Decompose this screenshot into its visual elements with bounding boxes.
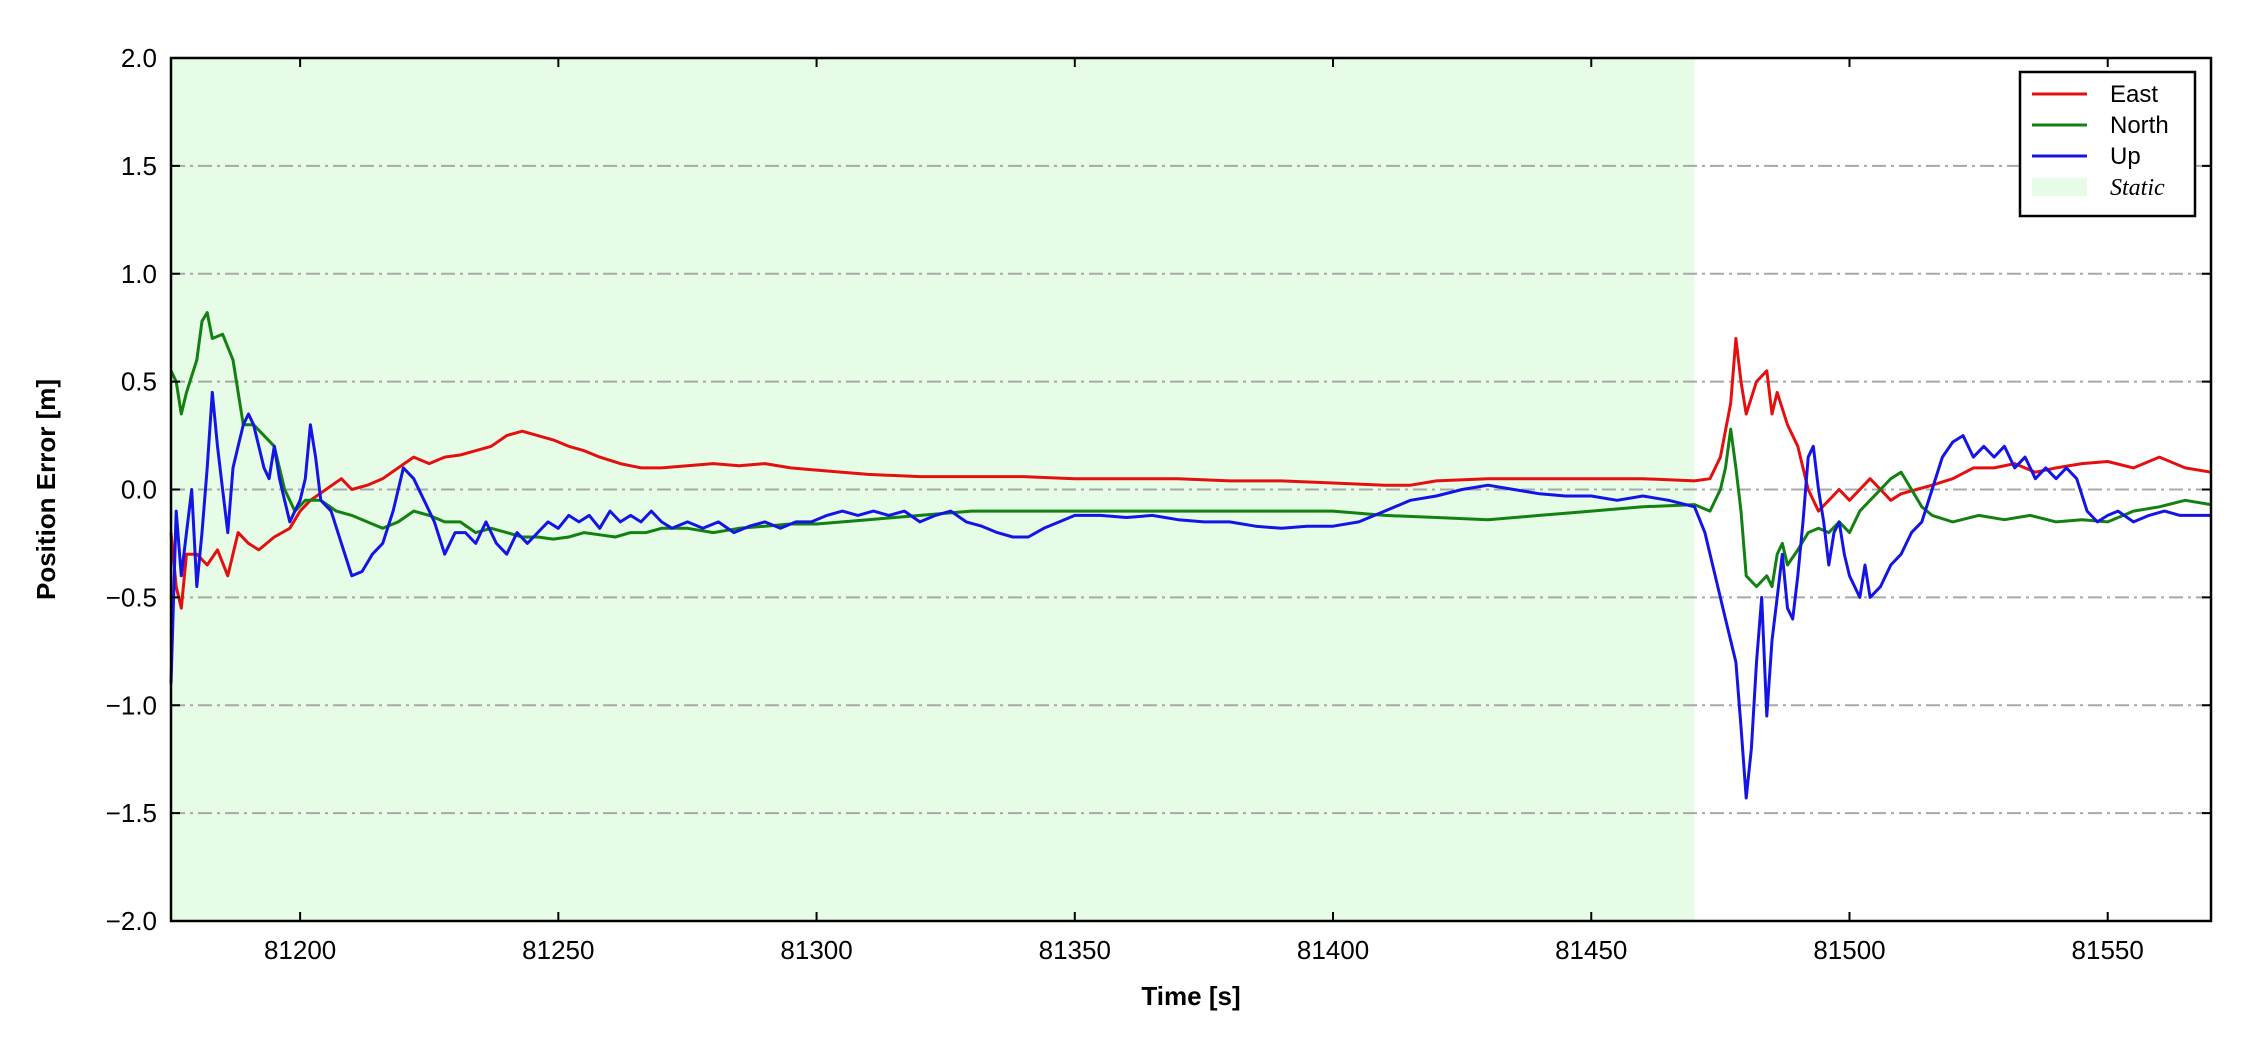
series-line-north (169, 311, 2212, 589)
series-lines (169, 311, 2212, 800)
legend-swatch-static (2032, 178, 2087, 196)
y-tick-label: 1.0 (121, 259, 157, 289)
y-axis-ticks: 2.0 1.5 1.0 0.5 0.0 −0.5 −1.0 −1.5 −2.0 (106, 43, 2211, 936)
y-tick-label: 2.0 (121, 43, 157, 73)
x-tick-label: 81300 (780, 935, 852, 965)
x-axis-title: Time [s] (1141, 981, 1240, 1011)
y-tick-label: −1.5 (106, 798, 157, 828)
x-tick-label: 81350 (1039, 935, 1111, 965)
series-line-up (169, 390, 2211, 800)
x-tick-label: 81250 (522, 935, 594, 965)
x-tick-label: 81450 (1555, 935, 1627, 965)
y-tick-label: −2.0 (106, 906, 157, 936)
legend-label-up: Up (2110, 143, 2141, 170)
y-tick-label: 0.5 (121, 367, 157, 397)
x-tick-label: 81200 (264, 935, 336, 965)
gridlines (171, 164, 2211, 815)
x-axis-ticks: 81200 81250 81300 81350 81400 81450 81500 81550 (264, 58, 2144, 965)
y-tick-label: −1.0 (106, 690, 157, 720)
legend-label-north: North (2110, 112, 2169, 139)
series-line-east (169, 337, 2212, 610)
y-tick-label: −0.5 (106, 582, 157, 612)
x-tick-label: 81550 (2072, 935, 2144, 965)
y-axis-title: Position Error [m] (31, 379, 61, 600)
legend-label-static: Static (2110, 175, 2165, 201)
legend: East North Up Static (2018, 70, 2197, 218)
x-tick-label: 81400 (1297, 935, 1369, 965)
legend-label-east: East (2110, 81, 2158, 108)
x-tick-label: 81500 (1813, 935, 1885, 965)
y-tick-label: 1.5 (121, 151, 157, 181)
y-tick-label: 0.0 (121, 475, 157, 505)
